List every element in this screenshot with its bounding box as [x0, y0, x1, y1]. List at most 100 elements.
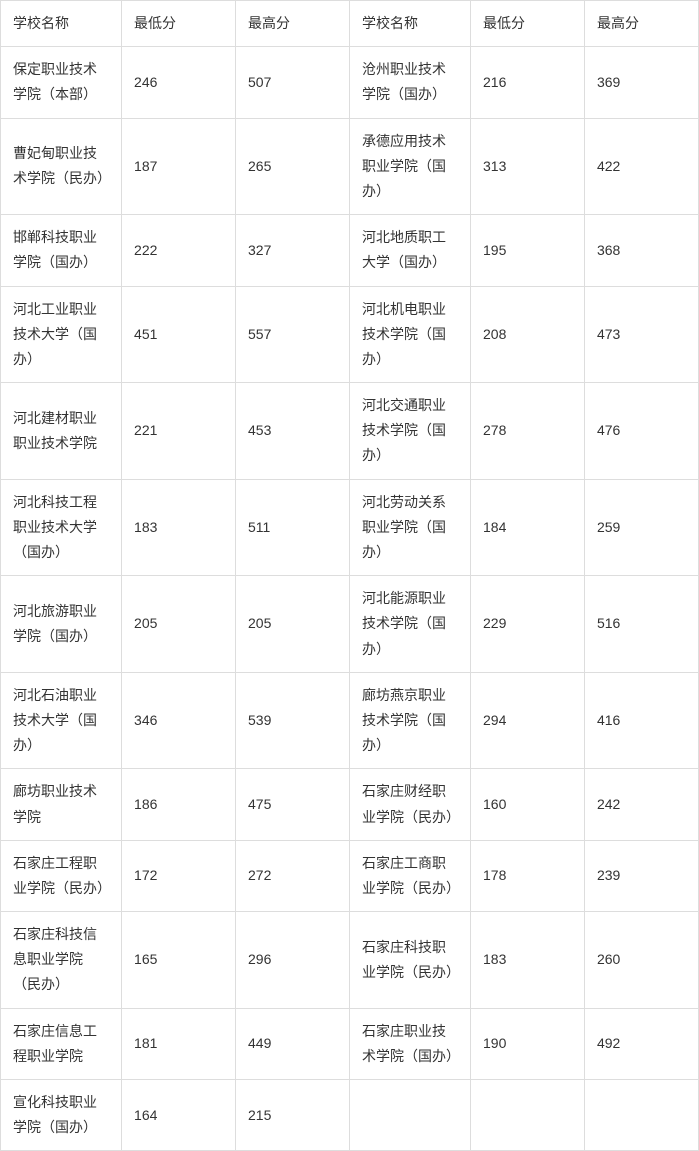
table-row: 廊坊职业技术学院186475石家庄财经职业学院（民办）160242 — [1, 769, 699, 840]
table-cell: 河北交通职业技术学院（国办） — [349, 383, 470, 480]
table-cell: 河北机电职业技术学院（国办） — [349, 286, 470, 383]
table-cell: 187 — [122, 118, 236, 215]
table-cell: 195 — [471, 215, 585, 286]
table-cell: 208 — [471, 286, 585, 383]
table-cell: 475 — [236, 769, 350, 840]
table-cell: 296 — [236, 912, 350, 1009]
table-cell: 河北工业职业技术大学（国办） — [1, 286, 122, 383]
table-cell: 242 — [584, 769, 698, 840]
table-cell: 416 — [584, 672, 698, 769]
table-cell: 河北劳动关系职业学院（国办） — [349, 479, 470, 576]
table-row: 石家庄工程职业学院（民办）172272石家庄工商职业学院（民办）178239 — [1, 840, 699, 911]
table-cell: 184 — [471, 479, 585, 576]
table-cell: 廊坊职业技术学院 — [1, 769, 122, 840]
table-cell: 178 — [471, 840, 585, 911]
table-cell: 451 — [122, 286, 236, 383]
table-cell: 河北科技工程职业技术大学（国办） — [1, 479, 122, 576]
table-cell: 石家庄工商职业学院（民办） — [349, 840, 470, 911]
table-body: 保定职业技术学院（本部）246507沧州职业技术学院（国办）216369曹妃甸职… — [1, 47, 699, 1151]
table-cell: 石家庄财经职业学院（民办） — [349, 769, 470, 840]
table-cell: 246 — [122, 47, 236, 118]
table-cell: 346 — [122, 672, 236, 769]
table-cell: 165 — [122, 912, 236, 1009]
table-cell: 石家庄工程职业学院（民办） — [1, 840, 122, 911]
table-cell: 369 — [584, 47, 698, 118]
table-cell: 164 — [122, 1080, 236, 1151]
table-row: 石家庄信息工程职业学院181449石家庄职业技术学院（国办）190492 — [1, 1008, 699, 1079]
table-cell: 516 — [584, 576, 698, 673]
table-cell: 239 — [584, 840, 698, 911]
table-cell: 215 — [236, 1080, 350, 1151]
table-cell: 承德应用技术职业学院（国办） — [349, 118, 470, 215]
table-cell: 186 — [122, 769, 236, 840]
table-cell: 沧州职业技术学院（国办） — [349, 47, 470, 118]
table-cell: 222 — [122, 215, 236, 286]
table-cell: 259 — [584, 479, 698, 576]
table-cell: 廊坊燕京职业技术学院（国办） — [349, 672, 470, 769]
table-row: 河北工业职业技术大学（国办）451557河北机电职业技术学院（国办）208473 — [1, 286, 699, 383]
table-cell — [471, 1080, 585, 1151]
table-cell: 宣化科技职业学院（国办） — [1, 1080, 122, 1151]
table-cell: 294 — [471, 672, 585, 769]
table-cell — [584, 1080, 698, 1151]
table-cell: 183 — [471, 912, 585, 1009]
table-cell: 422 — [584, 118, 698, 215]
table-cell: 313 — [471, 118, 585, 215]
table-cell: 507 — [236, 47, 350, 118]
table-cell: 260 — [584, 912, 698, 1009]
table-row: 河北石油职业技术大学（国办）346539廊坊燕京职业技术学院（国办）294416 — [1, 672, 699, 769]
table-cell: 368 — [584, 215, 698, 286]
table-header-row: 学校名称 最低分 最高分 学校名称 最低分 最高分 — [1, 1, 699, 47]
table-cell: 216 — [471, 47, 585, 118]
col-header-school-2: 学校名称 — [349, 1, 470, 47]
table-row: 宣化科技职业学院（国办）164215 — [1, 1080, 699, 1151]
table-row: 保定职业技术学院（本部）246507沧州职业技术学院（国办）216369 — [1, 47, 699, 118]
table-cell: 160 — [471, 769, 585, 840]
table-cell: 河北建材职业职业技术学院 — [1, 383, 122, 480]
table-row: 河北科技工程职业技术大学（国办）183511河北劳动关系职业学院（国办）1842… — [1, 479, 699, 576]
col-header-school-1: 学校名称 — [1, 1, 122, 47]
table-cell: 河北地质职工大学（国办） — [349, 215, 470, 286]
table-row: 邯郸科技职业学院（国办）222327河北地质职工大学（国办）195368 — [1, 215, 699, 286]
col-header-min-2: 最低分 — [471, 1, 585, 47]
table-cell: 石家庄职业技术学院（国办） — [349, 1008, 470, 1079]
scores-table: 学校名称 最低分 最高分 学校名称 最低分 最高分 保定职业技术学院（本部）24… — [0, 0, 699, 1151]
table-cell: 511 — [236, 479, 350, 576]
table-cell: 205 — [236, 576, 350, 673]
table-cell: 492 — [584, 1008, 698, 1079]
table-cell: 石家庄科技信息职业学院（民办） — [1, 912, 122, 1009]
table-row: 石家庄科技信息职业学院（民办）165296石家庄科技职业学院（民办）183260 — [1, 912, 699, 1009]
table-cell: 327 — [236, 215, 350, 286]
table-cell: 221 — [122, 383, 236, 480]
col-header-min-1: 最低分 — [122, 1, 236, 47]
table-row: 河北建材职业职业技术学院221453河北交通职业技术学院（国办）278476 — [1, 383, 699, 480]
table-cell: 河北能源职业技术学院（国办） — [349, 576, 470, 673]
table-cell: 449 — [236, 1008, 350, 1079]
table-cell: 476 — [584, 383, 698, 480]
table-cell: 183 — [122, 479, 236, 576]
table-cell: 181 — [122, 1008, 236, 1079]
col-header-max-1: 最高分 — [236, 1, 350, 47]
table-cell: 453 — [236, 383, 350, 480]
col-header-max-2: 最高分 — [584, 1, 698, 47]
table-cell: 曹妃甸职业技术学院（民办） — [1, 118, 122, 215]
table-cell: 保定职业技术学院（本部） — [1, 47, 122, 118]
table-cell: 205 — [122, 576, 236, 673]
table-cell: 272 — [236, 840, 350, 911]
table-cell: 邯郸科技职业学院（国办） — [1, 215, 122, 286]
table-cell: 557 — [236, 286, 350, 383]
table-row: 河北旅游职业学院（国办）205205河北能源职业技术学院（国办）229516 — [1, 576, 699, 673]
table-cell: 539 — [236, 672, 350, 769]
table-cell: 河北石油职业技术大学（国办） — [1, 672, 122, 769]
table-row: 曹妃甸职业技术学院（民办）187265承德应用技术职业学院（国办）313422 — [1, 118, 699, 215]
table-cell: 河北旅游职业学院（国办） — [1, 576, 122, 673]
table-cell: 190 — [471, 1008, 585, 1079]
table-cell: 278 — [471, 383, 585, 480]
table-cell: 265 — [236, 118, 350, 215]
table-cell — [349, 1080, 470, 1151]
table-cell: 石家庄科技职业学院（民办） — [349, 912, 470, 1009]
table-cell: 473 — [584, 286, 698, 383]
table-cell: 172 — [122, 840, 236, 911]
table-cell: 石家庄信息工程职业学院 — [1, 1008, 122, 1079]
table-cell: 229 — [471, 576, 585, 673]
